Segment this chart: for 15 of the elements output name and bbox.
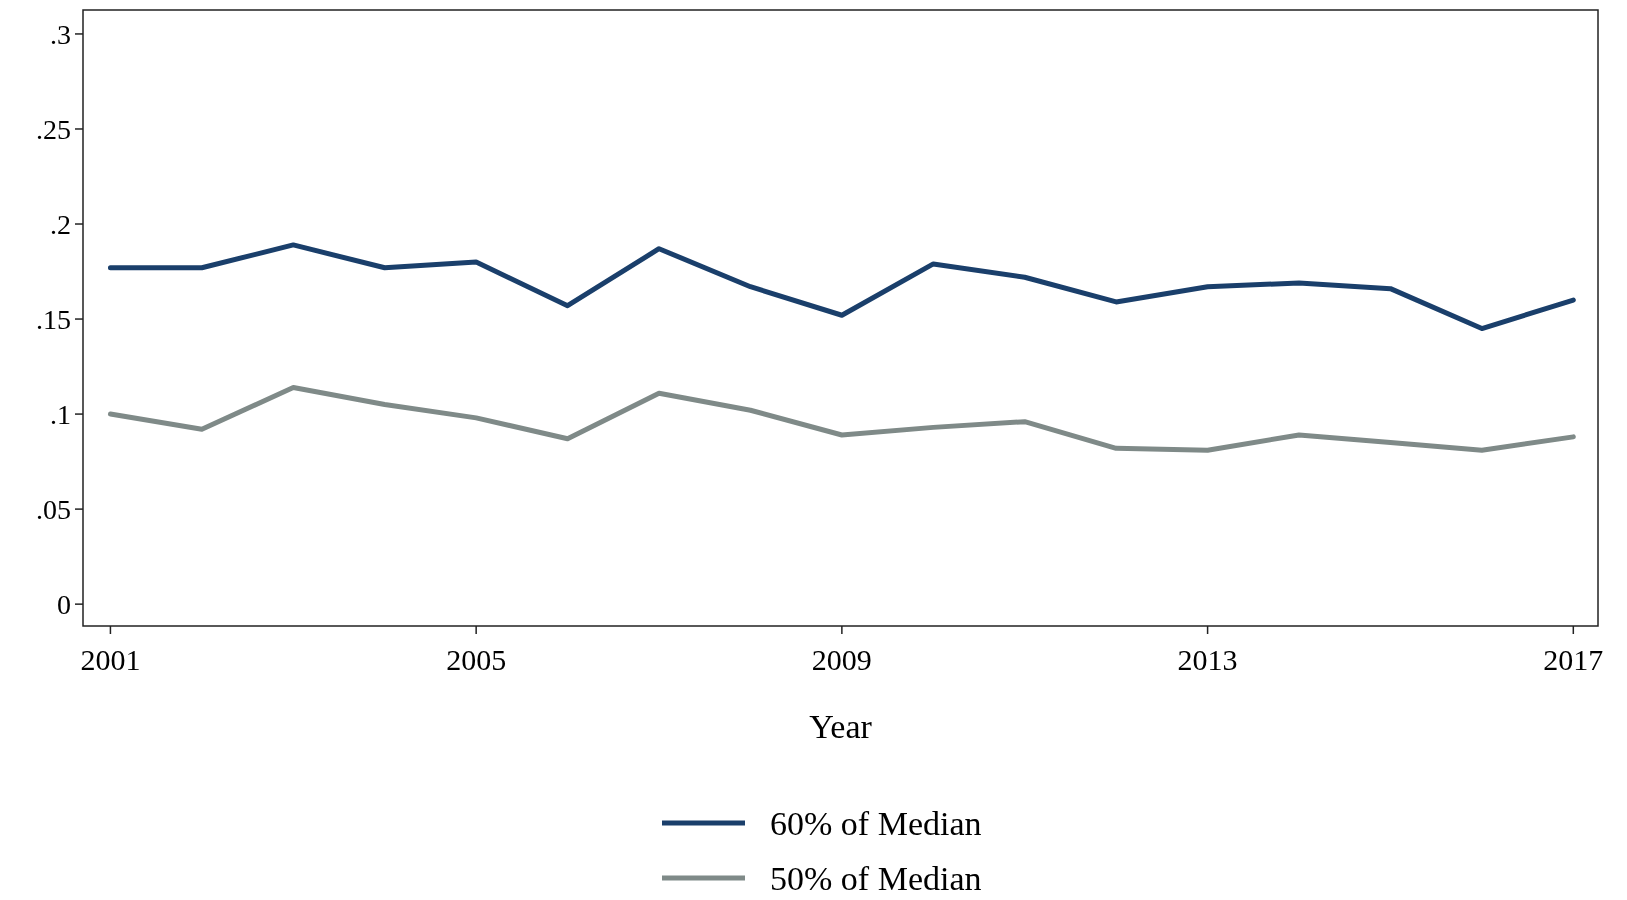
x-tick-label: 2009 [811, 643, 872, 676]
x-tick-label: 2005 [446, 643, 507, 676]
legend-label: 50% of Median [770, 859, 982, 897]
y-tick-label: 0 [57, 588, 71, 620]
y-tick-label: .25 [36, 113, 71, 145]
x-tick-label: 2013 [1177, 643, 1238, 676]
y-tick-label: .1 [50, 398, 71, 430]
y-tick-label: .3 [50, 18, 71, 50]
y-tick-label: .2 [50, 208, 71, 240]
legend-label: 60% of Median [770, 804, 982, 842]
y-tick-label: .15 [36, 303, 71, 335]
x-axis-title: Year [809, 708, 873, 745]
x-tick-label: 2017 [1543, 643, 1604, 676]
x-tick-label: 2001 [80, 643, 141, 676]
y-tick-label: .05 [36, 493, 71, 525]
